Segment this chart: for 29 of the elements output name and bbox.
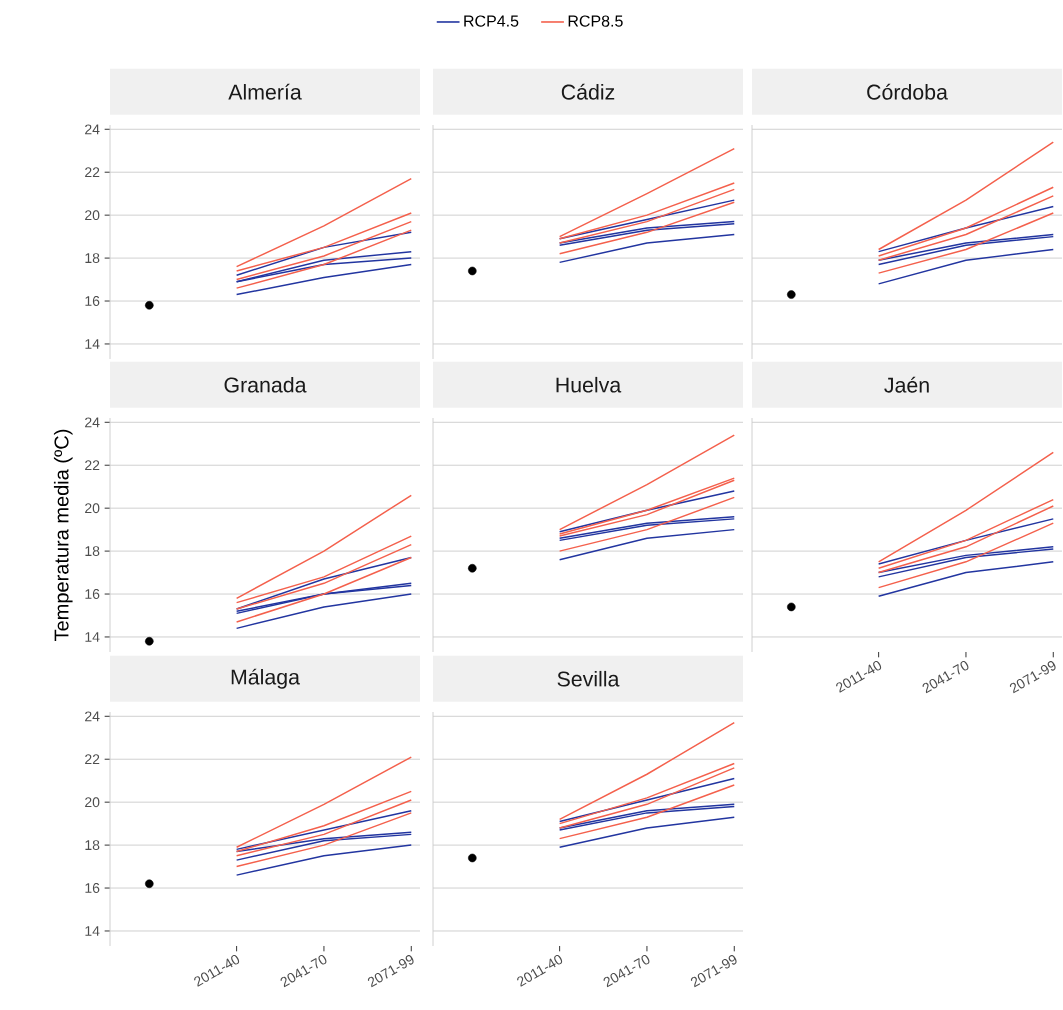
y-tick-label: 16 <box>85 589 100 599</box>
chart-title: Granada <box>224 376 307 393</box>
chart-title: Almería <box>228 83 302 100</box>
y-tick-label: 14 <box>85 632 100 642</box>
y-tick-label: 14 <box>85 926 100 936</box>
chart-title: Jaén <box>884 376 929 393</box>
chart-title: Córdoba <box>867 83 948 100</box>
chart-title: Málaga <box>231 668 300 689</box>
y-tick-label: 18 <box>85 253 100 264</box>
y-tick-label: 14 <box>85 339 100 349</box>
y-tick-label: 16 <box>85 883 100 893</box>
legend-label: RCP8.5 <box>568 15 623 27</box>
y-tick-label: 24 <box>85 124 100 135</box>
y-axis-title: Temperatura media (ºC) <box>53 429 73 642</box>
y-tick-label: 22 <box>85 754 100 765</box>
chart-title: Huelva <box>556 376 622 393</box>
legend-label: RCP4.5 <box>464 15 519 27</box>
y-tick-label: 16 <box>85 296 100 306</box>
y-tick-label: 20 <box>85 210 100 221</box>
y-tick-label: 18 <box>85 840 100 851</box>
y-tick-label: 22 <box>85 167 100 178</box>
chart-title: Sevilla <box>557 670 620 687</box>
y-tick-label: 22 <box>85 460 100 471</box>
y-tick-label: 20 <box>85 503 100 514</box>
y-tick-label: 24 <box>85 711 100 722</box>
y-tick-label: 24 <box>85 417 100 428</box>
y-tick-label: 18 <box>85 546 100 557</box>
y-tick-label: 20 <box>85 797 100 808</box>
chart-title: Cádiz <box>561 83 615 100</box>
